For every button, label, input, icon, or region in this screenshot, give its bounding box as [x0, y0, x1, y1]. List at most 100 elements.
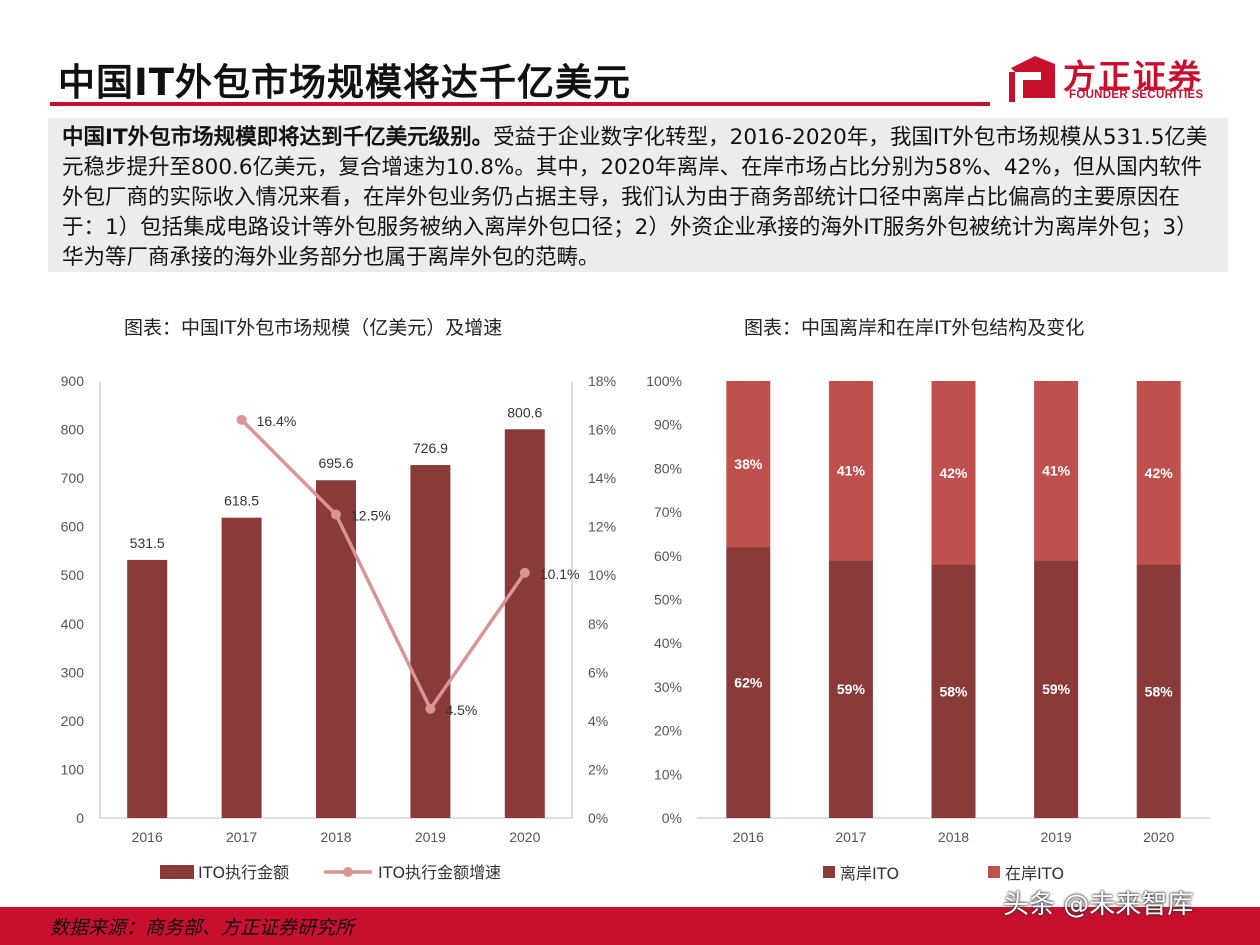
- bar-onshore-ito: [726, 381, 771, 548]
- bar-value-label: 531.5: [130, 535, 165, 551]
- y-tick-label: 100%: [646, 373, 682, 389]
- bar-ito-amount: [316, 480, 356, 818]
- summary-text: 受益于企业数字化转型，2016-2020年，我国IT外包市场规模从531.5亿美…: [62, 125, 1208, 270]
- legend-line-marker: [343, 867, 353, 877]
- bar-ito-amount: [504, 429, 545, 818]
- growth-rate-label: 4.5%: [445, 702, 477, 718]
- y-tick-label: 80%: [654, 460, 682, 476]
- growth-rate-label: 12.5%: [351, 508, 391, 524]
- x-tick-label: 2020: [1143, 829, 1174, 845]
- right-y-tick-label: 2%: [588, 761, 608, 777]
- left-y-tick-label: 700: [61, 470, 85, 486]
- legend-onshore-swatch: [988, 866, 1000, 878]
- watermark: 头条 @未来智库: [1003, 890, 1194, 920]
- bar-offshore-ito: [1034, 560, 1079, 818]
- legend-bar-label: ITO执行金额: [198, 863, 289, 882]
- y-tick-label: 70%: [654, 504, 682, 520]
- bar-ito-amount: [127, 559, 168, 818]
- growth-rate-point: [236, 414, 247, 425]
- offshore-pct-label: 58%: [939, 683, 968, 699]
- bar-offshore-ito: [726, 547, 771, 818]
- growth-rate-label: 10.1%: [540, 566, 580, 582]
- legend-bar-swatch: [160, 865, 194, 879]
- right-y-tick-label: 8%: [588, 616, 608, 632]
- y-tick-label: 40%: [654, 635, 682, 651]
- bar-offshore-ito: [931, 564, 976, 818]
- left-y-tick-label: 100: [61, 761, 85, 777]
- offshore-onshore-chart: 0% 10% 20% 30% 40% 50% 60% 70% 80% 90% 100% 2016 201…: [646, 373, 1210, 883]
- growth-rate-point: [331, 509, 341, 520]
- legend-onshore-label: 在岸ITO: [1005, 864, 1064, 883]
- offshore-pct-label: 59%: [837, 681, 866, 697]
- growth-rate-point: [519, 567, 530, 578]
- left-y-tick-label: 600: [61, 519, 85, 535]
- x-tick-label: 2019: [1041, 829, 1072, 845]
- right-y-tick-label: 0%: [588, 810, 608, 826]
- offshore-pct-label: 58%: [1145, 683, 1174, 699]
- bar-onshore-ito: [1136, 381, 1181, 565]
- left-y-tick-label: 300: [61, 664, 85, 680]
- growth-rate-point: [425, 703, 436, 714]
- onshore-pct-label: 41%: [837, 463, 866, 479]
- right-y-tick-label: 16%: [588, 422, 616, 438]
- summary-box: 中国IT外包市场规模即将达到千亿美元级别。受益于企业数字化转型，2016-202…: [48, 118, 1228, 272]
- bar-value-label: 726.9: [413, 440, 448, 456]
- bar-ito-amount: [410, 465, 451, 818]
- footer-bar: [0, 907, 1260, 945]
- legend-offshore-swatch: [823, 866, 835, 878]
- right-chart-title: 图表：中国离岸和在岸IT外包结构及变化: [744, 317, 1085, 339]
- right-y-tick-label: 18%: [588, 373, 616, 389]
- legend-offshore-label: 离岸ITO: [840, 864, 899, 883]
- right-y-tick-label: 10%: [588, 567, 616, 583]
- bar-value-label: 800.6: [507, 404, 542, 420]
- summary-headline: 中国IT外包市场规模即将达到千亿美元级别。: [62, 125, 494, 150]
- y-tick-label: 60%: [654, 548, 682, 564]
- left-y-tick-label: 200: [61, 713, 85, 729]
- y-tick-label: 90%: [654, 417, 682, 433]
- x-tick-label: 2016: [733, 829, 764, 845]
- x-tick-label: 2017: [835, 829, 866, 845]
- logo-chinese-text: 方正证券: [1063, 57, 1203, 96]
- bar-value-label: 618.5: [224, 493, 259, 509]
- left-y-tick-label: 900: [61, 373, 85, 389]
- market-size-chart: 0 100 200 300 400 500 600 700 800 900 0% 2% 4% 6% 8% 10…: [61, 373, 616, 882]
- bar-offshore-ito: [828, 560, 873, 818]
- x-tick-label: 2016: [132, 829, 163, 845]
- x-tick-label: 2019: [415, 829, 446, 845]
- bar-onshore-ito: [1034, 381, 1079, 561]
- left-y-tick-label: 500: [61, 567, 85, 583]
- right-y-tick-label: 14%: [588, 470, 616, 486]
- page-title: 中国IT外包市场规模将达千亿美元: [58, 61, 632, 104]
- offshore-pct-label: 62%: [734, 675, 763, 691]
- data-source-note: 数据来源：商务部、方正证券研究所: [50, 917, 355, 939]
- founder-securities-logo: 方正证券 FOUNDER SECURITIES: [1005, 50, 1220, 106]
- bar-onshore-ito: [931, 381, 976, 565]
- y-tick-label: 50%: [654, 592, 682, 608]
- y-tick-label: 20%: [654, 723, 682, 739]
- left-chart-title: 图表：中国IT外包市场规模（亿美元）及增速: [124, 317, 503, 339]
- left-y-tick-label: 800: [61, 422, 85, 438]
- y-tick-label: 30%: [654, 679, 682, 695]
- bar-value-label: 695.6: [318, 455, 353, 471]
- onshore-pct-label: 41%: [1042, 463, 1071, 479]
- x-tick-label: 2020: [509, 829, 540, 845]
- bar-offshore-ito: [1136, 564, 1181, 818]
- right-y-tick-label: 4%: [588, 713, 608, 729]
- x-tick-label: 2018: [938, 829, 969, 845]
- onshore-pct-label: 38%: [734, 456, 763, 472]
- onshore-pct-label: 42%: [939, 465, 968, 481]
- right-y-tick-label: 12%: [588, 519, 616, 535]
- title-underline: [50, 102, 990, 106]
- growth-rate-label: 16.4%: [257, 413, 297, 429]
- bar-onshore-ito: [828, 381, 873, 561]
- growth-rate-line: [240, 418, 527, 713]
- right-y-tick-label: 6%: [588, 664, 608, 680]
- logo-english-text: FOUNDER SECURITIES: [1069, 89, 1204, 101]
- y-tick-label: 0%: [662, 810, 682, 826]
- left-y-tick-label: 400: [61, 616, 85, 632]
- founder-logo-mark-icon: [1009, 56, 1055, 102]
- left-y-tick-label: 0: [76, 810, 84, 826]
- x-tick-label: 2018: [320, 829, 351, 845]
- onshore-pct-label: 42%: [1145, 465, 1174, 481]
- y-tick-label: 10%: [654, 766, 682, 782]
